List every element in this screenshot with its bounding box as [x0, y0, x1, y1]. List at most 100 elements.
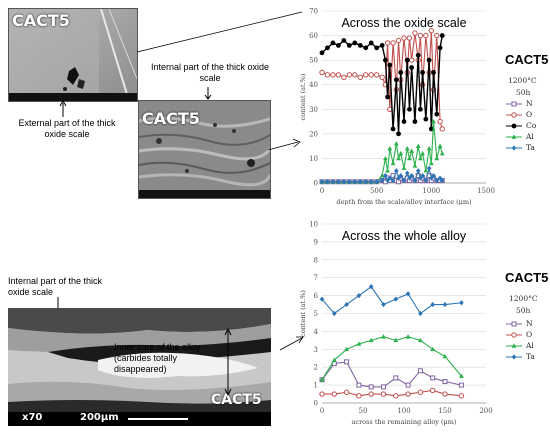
- micrograph-internal: CACT5: [138, 100, 271, 199]
- y-tick-label: 8: [314, 256, 318, 264]
- data-point-Ta: [459, 300, 464, 306]
- data-point-N: [458, 382, 464, 388]
- micrograph-label: CACT5: [211, 392, 262, 408]
- data-point-Al: [405, 334, 411, 339]
- data-point-Ta: [431, 173, 436, 179]
- data-point-Ta: [405, 291, 411, 297]
- x-axis-label: depth from the scale/alloy interface (µm…: [336, 198, 472, 205]
- legend-label-N: N: [526, 319, 533, 328]
- data-point-O: [379, 74, 385, 81]
- data-point-N: [442, 379, 448, 385]
- legend-label-Al: Al: [526, 132, 534, 141]
- legend-marker-N: [511, 101, 517, 107]
- data-point-Ta: [332, 310, 337, 317]
- data-point-Al: [423, 168, 429, 173]
- legend-marker-Al: [511, 343, 517, 348]
- data-point-Co: [341, 38, 347, 43]
- legend-marker-N: [511, 321, 517, 327]
- data-point-Al: [379, 173, 385, 178]
- data-point-N: [417, 368, 423, 374]
- data-point-Co: [420, 70, 425, 75]
- data-point-Co: [396, 131, 401, 137]
- data-point-Co: [398, 70, 404, 75]
- legend-swatch-Al: [506, 343, 522, 348]
- data-point-N: [393, 375, 399, 381]
- data-point-Co: [363, 45, 369, 51]
- legend-label-O: O: [526, 110, 533, 119]
- data-point-O: [343, 389, 350, 395]
- data-point-Co: [393, 77, 399, 83]
- y-tick-label: 6: [314, 292, 319, 300]
- data-point-Ta: [420, 173, 425, 179]
- data-point-O: [395, 37, 402, 44]
- micrograph-label: CACT5: [142, 109, 200, 128]
- data-point-Al: [409, 148, 415, 153]
- data-point-N: [356, 382, 362, 388]
- legend-label-Co: Co: [526, 121, 537, 130]
- data-point-Al: [442, 353, 448, 359]
- data-point-O: [335, 72, 342, 78]
- data-point-Co: [426, 57, 432, 63]
- data-point-Ta: [423, 177, 429, 184]
- data-point-O: [423, 32, 429, 39]
- y-tick-label: 60: [309, 32, 318, 40]
- y-tick-label: 5: [314, 310, 318, 318]
- y-tick-label: 50: [309, 57, 318, 65]
- y-axis-label: content (at.%): [300, 73, 307, 120]
- data-point-O: [346, 72, 353, 78]
- y-tick-label: 0: [314, 180, 318, 188]
- scale-magnification: x70: [22, 412, 43, 423]
- data-point-N: [430, 375, 436, 381]
- data-point-Co: [346, 43, 352, 48]
- y-tick-label: 4: [314, 328, 319, 336]
- data-point-O: [390, 40, 396, 46]
- data-point-O: [439, 126, 445, 132]
- data-point-Co: [319, 50, 325, 56]
- series-line-Al: [321, 336, 462, 381]
- series-line-Ta: [322, 168, 443, 183]
- data-point-O: [405, 391, 411, 397]
- y-tick-label: 1: [314, 382, 318, 390]
- scale-length: 200µm: [80, 412, 119, 423]
- series-line-Al: [322, 121, 443, 183]
- data-point-O: [417, 32, 424, 39]
- data-point-Co: [387, 62, 393, 68]
- data-point-O: [412, 30, 418, 36]
- legend-label-Al: Al: [526, 341, 534, 350]
- y-tick-label: 9: [314, 238, 318, 246]
- legend-marker-Ta: [511, 145, 517, 151]
- data-point-Co: [325, 45, 330, 51]
- data-point-O: [368, 72, 374, 78]
- data-point-Al: [418, 337, 423, 343]
- data-point-Al: [393, 337, 399, 343]
- data-point-Co: [437, 45, 443, 51]
- data-point-Co: [379, 43, 385, 48]
- data-point-Co: [415, 52, 421, 58]
- data-point-Ta: [363, 179, 369, 185]
- data-point-Al: [401, 165, 407, 171]
- data-point-N: [405, 382, 411, 388]
- data-point-Ta: [341, 179, 347, 185]
- data-point-Al: [331, 357, 337, 362]
- data-point-Co: [374, 45, 380, 51]
- data-point-O: [384, 40, 391, 46]
- x-tick-label: 0: [320, 407, 324, 415]
- data-point-Co: [390, 126, 396, 132]
- x-axis-label: across the remaining alloy (µm): [352, 418, 457, 426]
- y-tick-label: 30: [309, 106, 318, 114]
- series-line-O: [322, 389, 462, 397]
- data-point-N: [381, 384, 386, 390]
- series-line-Ta: [321, 285, 462, 315]
- caption-internal-scale: Internal part of the thick oxide scale: [150, 62, 270, 83]
- legend-label-N: N: [526, 99, 533, 108]
- data-point-Ta: [426, 165, 432, 171]
- double-arrow-icon: [224, 327, 232, 397]
- data-point-N: [368, 384, 374, 390]
- x-tick-label: 50: [359, 407, 368, 415]
- x-tick-label: 500: [370, 187, 383, 195]
- data-point-Al: [404, 146, 410, 151]
- data-point-N: [344, 359, 350, 365]
- data-point-O: [330, 72, 336, 78]
- x-tick-label: 200: [479, 407, 492, 415]
